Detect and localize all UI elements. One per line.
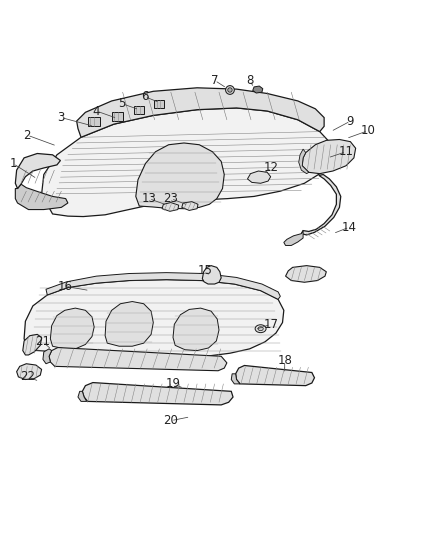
Polygon shape [50,308,94,349]
Polygon shape [202,265,221,284]
Text: 3: 3 [58,111,65,124]
Polygon shape [162,203,179,211]
Polygon shape [82,383,233,405]
Text: 8: 8 [246,74,253,87]
Text: 16: 16 [57,280,72,293]
Text: 19: 19 [166,377,180,390]
Polygon shape [15,154,60,189]
Polygon shape [231,374,240,384]
Text: 13: 13 [141,192,156,205]
Polygon shape [15,184,68,209]
Polygon shape [253,86,263,93]
Ellipse shape [255,325,266,333]
Text: 18: 18 [277,354,292,367]
Circle shape [226,86,234,94]
Text: 4: 4 [92,104,100,117]
Polygon shape [182,201,198,211]
Polygon shape [88,117,100,126]
Text: 23: 23 [163,192,178,205]
Polygon shape [42,108,332,216]
Polygon shape [286,265,326,282]
Polygon shape [78,391,87,401]
Polygon shape [247,171,271,183]
Text: 12: 12 [264,161,279,174]
Polygon shape [112,112,123,121]
Text: 1: 1 [9,157,17,170]
Text: 9: 9 [346,115,354,127]
Polygon shape [302,140,356,174]
Polygon shape [17,364,42,379]
Polygon shape [236,366,314,386]
Polygon shape [23,334,42,355]
Polygon shape [24,280,284,359]
Text: 22: 22 [20,370,35,383]
Text: 21: 21 [35,335,50,349]
Polygon shape [284,231,303,246]
Polygon shape [49,348,227,371]
Text: 11: 11 [339,146,353,158]
Polygon shape [77,88,324,138]
Polygon shape [105,302,153,346]
Polygon shape [46,273,280,300]
Text: 14: 14 [342,221,357,233]
Text: 20: 20 [163,414,178,427]
Polygon shape [136,143,224,209]
Circle shape [228,88,232,92]
Text: 2: 2 [23,128,31,142]
Polygon shape [173,308,219,351]
Text: 6: 6 [141,90,148,103]
Polygon shape [301,174,341,235]
Text: 5: 5 [118,97,125,110]
Text: 15: 15 [198,264,212,277]
Polygon shape [134,106,144,114]
Text: 10: 10 [360,124,375,137]
Text: 17: 17 [263,318,278,331]
Ellipse shape [258,327,263,330]
Polygon shape [154,101,164,108]
Polygon shape [299,149,309,174]
Polygon shape [43,349,52,364]
Text: 7: 7 [211,74,219,87]
